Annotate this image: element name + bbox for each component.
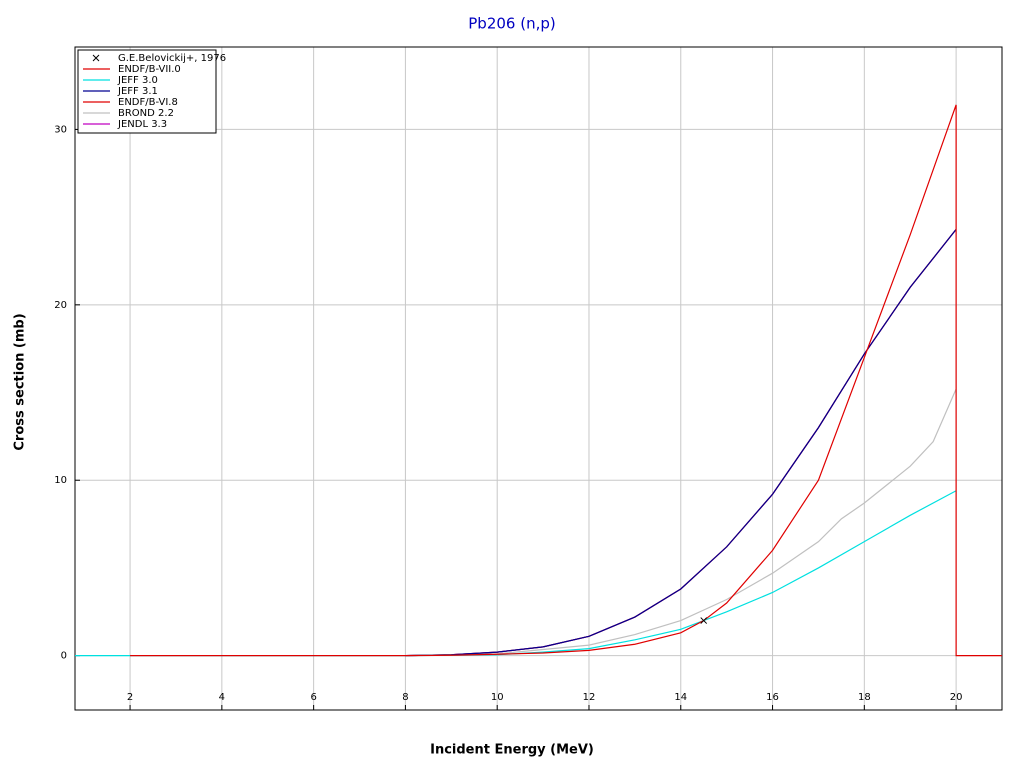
x-tick-label: 14 bbox=[674, 692, 687, 703]
data-point bbox=[700, 617, 708, 624]
cross bbox=[700, 617, 708, 624]
x-tick-label: 2 bbox=[127, 692, 133, 703]
x-tick-label: 18 bbox=[858, 692, 871, 703]
x-tick-label: 6 bbox=[310, 692, 316, 703]
legend-text: JENDL 3.3 bbox=[117, 119, 167, 130]
legend-text: ENDF/B-VII.0 bbox=[118, 64, 181, 75]
legend-text: ENDF/B-VI.8 bbox=[118, 97, 178, 108]
y-tick-label: 30 bbox=[54, 124, 67, 135]
x-tick-label: 16 bbox=[766, 692, 779, 703]
y-tick-label: 10 bbox=[54, 475, 67, 486]
y-axis-label: Cross section (mb) bbox=[13, 313, 28, 450]
cross bbox=[92, 54, 100, 62]
chart-title: Pb206 (n,p) bbox=[468, 15, 555, 33]
series-line bbox=[405, 388, 957, 657]
legend-text: BROND 2.2 bbox=[118, 108, 174, 119]
legend-marker bbox=[92, 54, 100, 62]
y-tick-label: 0 bbox=[61, 651, 67, 662]
x-tick-label: 20 bbox=[950, 692, 963, 703]
legend-text: G.E.Belovickij+, 1976 bbox=[118, 53, 226, 64]
legend-text: JEFF 3.0 bbox=[117, 75, 158, 86]
legend-text: JEFF 3.1 bbox=[117, 86, 158, 97]
x-tick-label: 4 bbox=[219, 692, 225, 703]
series-line bbox=[405, 229, 957, 657]
x-tick-label: 10 bbox=[491, 692, 504, 703]
plot-frame bbox=[74, 46, 1003, 711]
y-tick-label: 20 bbox=[54, 300, 67, 311]
x-tick-label: 12 bbox=[583, 692, 596, 703]
x-axis-label: Incident Energy (MeV) bbox=[430, 743, 594, 758]
x-tick-label: 8 bbox=[402, 692, 408, 703]
